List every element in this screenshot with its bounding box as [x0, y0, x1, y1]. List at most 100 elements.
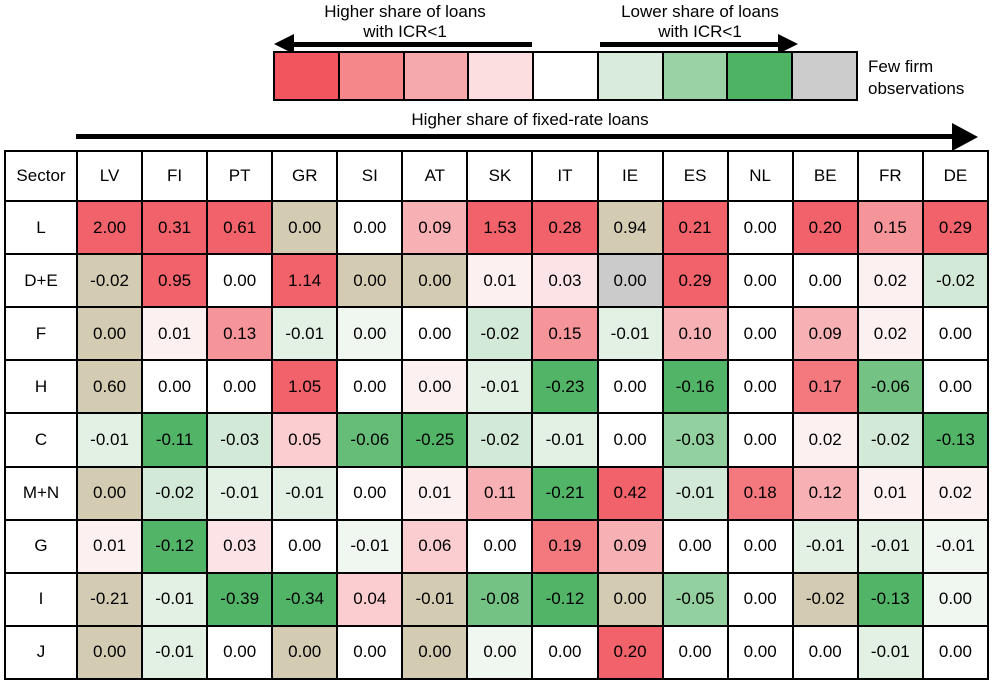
heatmap-cell-l-si: 0.00	[336, 199, 404, 256]
heatmap-cell-g-es: 0.00	[661, 518, 729, 574]
legend-right-label-line1: Lower share of loans	[621, 2, 779, 21]
row-label-g: G	[4, 518, 78, 574]
heatmap-cell-d+e-sk: 0.01	[466, 253, 534, 309]
heatmap-cell-c-de: -0.13	[921, 412, 990, 468]
few-observations-label-line1: Few firm	[868, 57, 934, 76]
heatmap-cell-m+n-es: -0.01	[661, 465, 729, 521]
heatmap-cell-l-pt: 0.61	[206, 199, 274, 256]
legend-swatch-few-obs	[791, 51, 859, 101]
heatmap-cell-j-gr: 0.00	[271, 624, 339, 681]
legend-swatch	[402, 51, 470, 101]
heatmap-cell-d+e-ie: 0.00	[596, 253, 664, 309]
heatmap-cell-f-lv: 0.00	[75, 306, 144, 362]
heatmap-cell-j-at: 0.00	[401, 624, 469, 681]
heatmap-cell-i-fi: -0.01	[141, 571, 209, 627]
heatmap-cell-h-it: -0.23	[531, 359, 599, 415]
few-observations-label: Few firm observations	[868, 56, 964, 100]
legend-right-label: Lower share of loans with ICR<1	[550, 2, 850, 42]
heatmap-cell-g-fr: -0.01	[856, 518, 924, 574]
heatmap-cell-g-ie: 0.09	[596, 518, 664, 574]
heatmap-cell-h-fr: -0.06	[856, 359, 924, 415]
heatmap-cell-h-fi: 0.00	[141, 359, 209, 415]
heatmap-cell-l-es: 0.21	[661, 199, 729, 256]
heatmap-cell-h-si: 0.00	[336, 359, 404, 415]
right-arrow	[600, 42, 778, 47]
heatmap-cell-d+e-de: -0.02	[921, 253, 990, 309]
heatmap-cell-j-si: 0.00	[336, 624, 404, 681]
column-header-lv: LV	[75, 150, 144, 202]
heatmap-cell-c-pt: -0.03	[206, 412, 274, 468]
legend-swatch	[661, 51, 729, 101]
heatmap-cell-d+e-at: 0.00	[401, 253, 469, 309]
heatmap-cell-m+n-ie: 0.42	[596, 465, 664, 521]
legend-swatch	[596, 51, 664, 101]
legend-swatch	[532, 51, 599, 101]
heatmap-cell-f-si: 0.00	[336, 306, 404, 362]
heatmap-cell-d+e-fr: 0.02	[856, 253, 924, 309]
heatmap-cell-g-it: 0.19	[531, 518, 599, 574]
legend-left-label-line1: Higher share of loans	[324, 2, 486, 21]
heatmap-row-f: F 0.00 0.01 0.13 -0.01 0.00 0.00 -0.02 0.15 -0.01…	[4, 306, 990, 362]
column-header-gr: GR	[271, 150, 339, 202]
heatmap-cell-f-nl: 0.00	[726, 306, 794, 362]
heatmap-cell-c-fr: -0.02	[856, 412, 924, 468]
heatmap-cell-l-sk: 1.53	[466, 199, 534, 256]
heatmap-cell-d+e-fi: 0.95	[141, 253, 209, 309]
heatmap-table: Sector LV FI PT GR SI AT SK IT IE ES NL BE FR DE L 2.00…	[4, 150, 990, 681]
heatmap-cell-h-pt: 0.00	[206, 359, 274, 415]
heatmap-cell-g-pt: 0.03	[206, 518, 274, 574]
heatmap-cell-i-fr: -0.13	[856, 571, 924, 627]
heatmap-cell-l-ie: 0.94	[596, 199, 664, 256]
heatmap-cell-f-be: 0.09	[791, 306, 859, 362]
heatmap-cell-l-lv: 2.00	[75, 199, 144, 256]
legend-swatch	[337, 51, 405, 101]
heatmap-row-i: I -0.21 -0.01 -0.39 -0.34 0.04 -0.01 -0.08 -0.12…	[4, 571, 990, 627]
heatmap-row-l: L 2.00 0.31 0.61 0.00 0.00 0.09 1.53 0.28 0.94 0.2…	[4, 199, 990, 256]
heatmap-cell-d+e-gr: 1.14	[271, 253, 339, 309]
heatmap-cell-c-sk: -0.02	[466, 412, 534, 468]
heatmap-cell-h-es: -0.16	[661, 359, 729, 415]
heatmap-cell-g-fi: -0.12	[141, 518, 209, 574]
column-header-es: ES	[661, 150, 729, 202]
heatmap-cell-d+e-lv: -0.02	[75, 253, 144, 309]
heatmap-cell-j-fr: -0.01	[856, 624, 924, 681]
heatmap-cell-g-lv: 0.01	[75, 518, 144, 574]
heatmap-cell-l-be: 0.20	[791, 199, 859, 256]
heatmap-cell-d+e-it: 0.03	[531, 253, 599, 309]
heatmap-row-d+e: D+E -0.02 0.95 0.00 1.14 0.00 0.00 0.01 0.03 0.00…	[4, 253, 990, 309]
heatmap-cell-d+e-pt: 0.00	[206, 253, 274, 309]
heatmap-cell-h-de: 0.00	[921, 359, 990, 415]
heatmap-cell-j-be: 0.00	[791, 624, 859, 681]
legend-swatch	[273, 51, 340, 101]
heatmap-cell-f-it: 0.15	[531, 306, 599, 362]
fixed-rate-axis-label: Higher share of fixed-rate loans	[411, 110, 649, 129]
row-label-l: L	[4, 199, 78, 256]
heatmap-cell-m+n-gr: -0.01	[271, 465, 339, 521]
corner-header: Sector	[4, 150, 78, 202]
heatmap-cell-i-be: -0.02	[791, 571, 859, 627]
heatmap-cell-f-es: 0.10	[661, 306, 729, 362]
row-label-j: J	[4, 624, 78, 681]
heatmap-cell-l-at: 0.09	[401, 199, 469, 256]
heatmap-cell-j-ie: 0.20	[596, 624, 664, 681]
heatmap-cell-m+n-pt: -0.01	[206, 465, 274, 521]
heatmap-cell-f-gr: -0.01	[271, 306, 339, 362]
heatmap-cell-j-pt: 0.00	[206, 624, 274, 681]
heatmap-cell-i-ie: 0.00	[596, 571, 664, 627]
heatmap-cell-f-sk: -0.02	[466, 306, 534, 362]
column-header-si: SI	[336, 150, 404, 202]
legend-left-label: Higher share of loans with ICR<1	[255, 2, 555, 42]
heatmap-cell-g-gr: 0.00	[271, 518, 339, 574]
heatmap-cell-i-at: -0.01	[401, 571, 469, 627]
heatmap-cell-j-sk: 0.00	[466, 624, 534, 681]
heatmap-cell-m+n-be: 0.12	[791, 465, 859, 521]
row-label-c: C	[4, 412, 78, 468]
row-label-d+e: D+E	[4, 253, 78, 309]
heatmap-cell-j-it: 0.00	[531, 624, 599, 681]
heatmap-cell-m+n-sk: 0.11	[466, 465, 534, 521]
heatmap-cell-d+e-nl: 0.00	[726, 253, 794, 309]
heatmap-row-c: C -0.01 -0.11 -0.03 0.05 -0.06 -0.25 -0.02 -0.01…	[4, 412, 990, 468]
heatmap-cell-h-lv: 0.60	[75, 359, 144, 415]
column-header-fr: FR	[856, 150, 924, 202]
